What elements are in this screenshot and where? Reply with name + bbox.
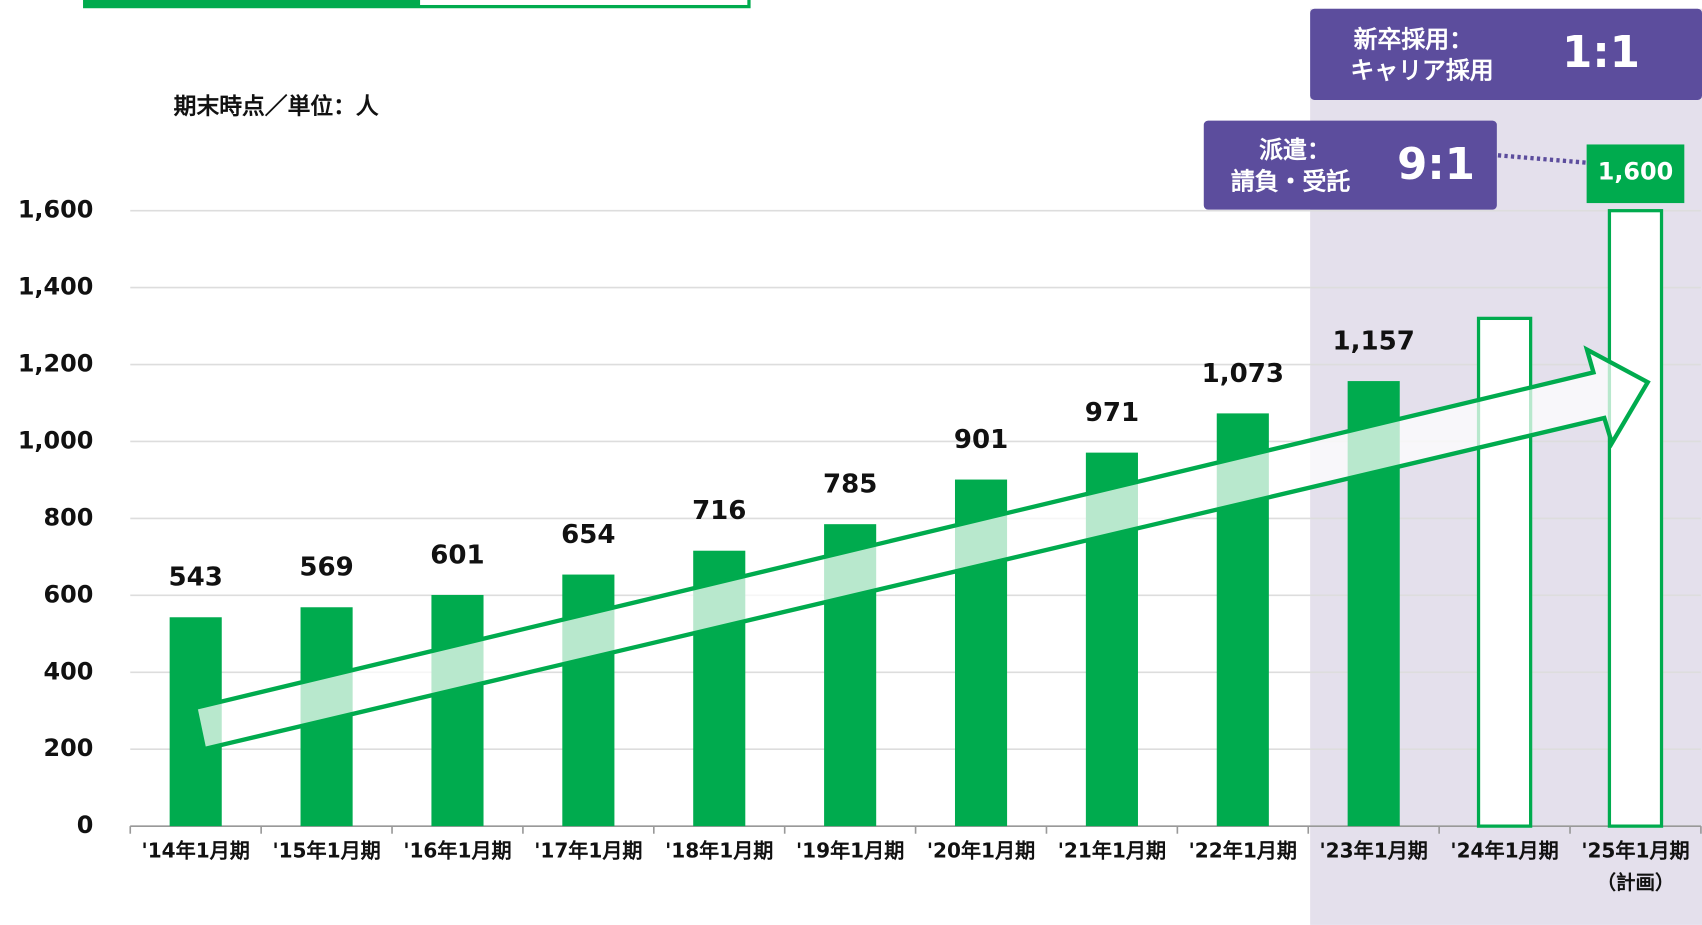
callout-ratio: 9:1 — [1397, 140, 1475, 190]
category-note: （計画） — [1596, 871, 1674, 894]
callout-box — [1310, 8, 1702, 100]
y-tick-label: 400 — [44, 657, 94, 685]
y-tick-label: 1,000 — [18, 426, 94, 454]
x-tick-label: '14年1月期 — [142, 839, 250, 863]
value-label: 601 — [430, 540, 484, 570]
x-tick-label: '25年1月期 — [1581, 839, 1689, 863]
callout-text: 新卒採用： — [1354, 25, 1473, 53]
value-label: 569 — [299, 553, 353, 583]
value-label: 901 — [954, 425, 1008, 455]
callout-ratio: 1:1 — [1562, 28, 1640, 78]
bar — [1607, 209, 1664, 828]
x-tick-label: '24年1月期 — [1450, 839, 1558, 863]
value-label: 543 — [169, 563, 223, 593]
y-tick-label: 1,400 — [18, 273, 94, 301]
top-tab-active — [84, 0, 421, 7]
x-tick-label: '15年1月期 — [272, 839, 380, 863]
unit-note: 期末時点／単位：人 — [174, 93, 379, 120]
y-tick-label: 1,600 — [18, 196, 94, 224]
value-label-box — [1586, 144, 1685, 204]
x-tick-label: '22年1月期 — [1189, 839, 1297, 863]
value-label: 1,073 — [1202, 359, 1284, 389]
trend-arrow — [192, 345, 1651, 752]
bar — [431, 594, 484, 827]
callout-text: 請負・受託 — [1231, 167, 1351, 195]
y-tick-label: 200 — [44, 734, 94, 762]
value-label: 785 — [823, 470, 877, 500]
x-tick-label: '19年1月期 — [796, 839, 904, 863]
y-tick-label: 1,200 — [18, 350, 94, 378]
y-tick-label: 600 — [44, 580, 94, 608]
y-tick-label: 0 — [77, 811, 94, 839]
x-tick-label: '18年1月期 — [665, 839, 773, 863]
callout-text: 派遣： — [1259, 136, 1331, 164]
y-tick-label: 800 — [44, 503, 94, 531]
x-tick-label: '17年1月期 — [534, 839, 642, 863]
callout-box — [1203, 120, 1497, 210]
x-tick-label: '23年1月期 — [1320, 839, 1428, 863]
value-label: 1,600 — [1598, 158, 1674, 186]
value-label: 1,157 — [1332, 327, 1414, 357]
x-tick-label: '16年1月期 — [403, 839, 511, 863]
value-label: 971 — [1085, 398, 1139, 428]
value-label: 654 — [561, 520, 615, 550]
value-label: 716 — [692, 496, 746, 526]
callout-text: キャリア採用 — [1350, 57, 1493, 85]
callout-connector — [1497, 153, 1590, 166]
x-tick-label: '20年1月期 — [927, 839, 1035, 863]
x-tick-label: '21年1月期 — [1058, 839, 1166, 863]
